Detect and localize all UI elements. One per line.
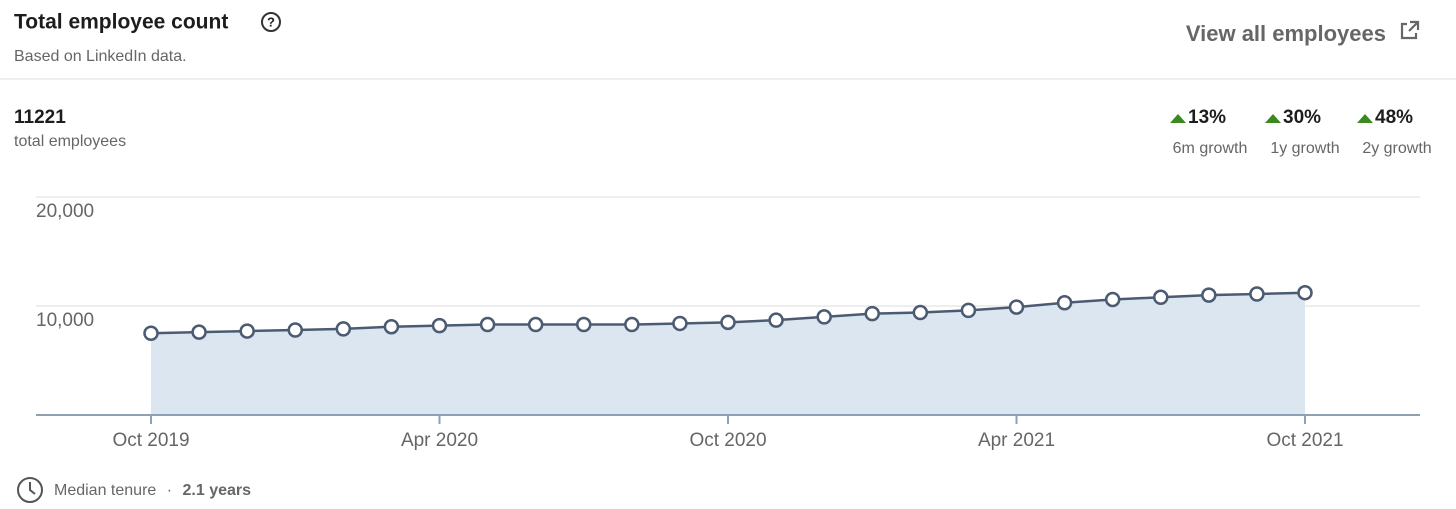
growth-label: 6m growth: [1173, 140, 1248, 157]
data-point: [239, 323, 255, 339]
growth-value: 30%: [1283, 107, 1321, 128]
svg-text:?: ?: [267, 14, 275, 29]
tenure-separator: ·: [167, 482, 172, 499]
growth-up-arrow: [1265, 114, 1281, 123]
data-point: [720, 314, 736, 331]
data-point: [960, 302, 977, 319]
tenure-label: Median tenure: [54, 482, 156, 499]
x-tick-label: Oct 2019: [112, 430, 189, 451]
growth-label: 2y growth: [1362, 140, 1431, 157]
growth-value: 13%: [1188, 107, 1226, 128]
x-tick-label: Apr 2020: [401, 430, 478, 451]
data-point: [383, 318, 400, 335]
data-point: [576, 316, 592, 333]
y-tick-label: 10,000: [36, 310, 94, 331]
data-point: [1056, 294, 1073, 311]
clock-icon: [17, 477, 43, 503]
data-point: [143, 325, 159, 341]
x-tick-label: Oct 2020: [689, 430, 766, 451]
data-point: [1153, 289, 1169, 306]
growth-stats: 13% 6m growth 30% 1y growth 48% 2y growth: [1170, 107, 1432, 157]
data-point: [191, 324, 207, 340]
data-point: [527, 316, 544, 333]
help-icon[interactable]: ?: [261, 12, 281, 32]
median-tenure: Median tenure · 2.1 years: [54, 482, 251, 499]
y-tick-label: 20,000: [36, 201, 94, 222]
area-fill: [151, 292, 1305, 415]
data-point: [864, 305, 880, 322]
data-point: [1008, 299, 1025, 315]
data-point: [912, 304, 929, 321]
data-point: [1249, 286, 1265, 302]
chart: 10,000 20,000 Oct 2019 Apr 2020 Oct 2020 Apr …: [36, 196, 1420, 451]
data-point: [768, 312, 784, 328]
growth-up-arrow: [1357, 114, 1373, 123]
external-link-icon[interactable]: [1400, 20, 1420, 40]
data-point: [431, 317, 448, 334]
data-point: [624, 316, 640, 333]
data-point: [479, 316, 496, 333]
data-point: [1104, 291, 1121, 308]
tenure-value: 2.1 years: [183, 482, 252, 499]
card-subtitle: Based on LinkedIn data.: [14, 48, 187, 65]
data-point: [287, 322, 303, 338]
view-all-link[interactable]: View all employees: [1186, 21, 1386, 46]
growth-label: 1y growth: [1270, 140, 1339, 157]
data-point: [335, 321, 352, 337]
employee-count: 11221: [14, 107, 66, 128]
data-point: [816, 309, 832, 325]
card-title: Total employee count: [14, 11, 228, 34]
data-point: [672, 315, 688, 332]
data-point: [1297, 284, 1313, 301]
x-tick-label: Apr 2021: [978, 430, 1055, 451]
employee-count-label: total employees: [14, 133, 126, 150]
growth-up-arrow: [1170, 114, 1186, 123]
x-tick-label: Oct 2021: [1266, 430, 1343, 451]
growth-value: 48%: [1375, 107, 1413, 128]
data-point: [1201, 287, 1217, 303]
